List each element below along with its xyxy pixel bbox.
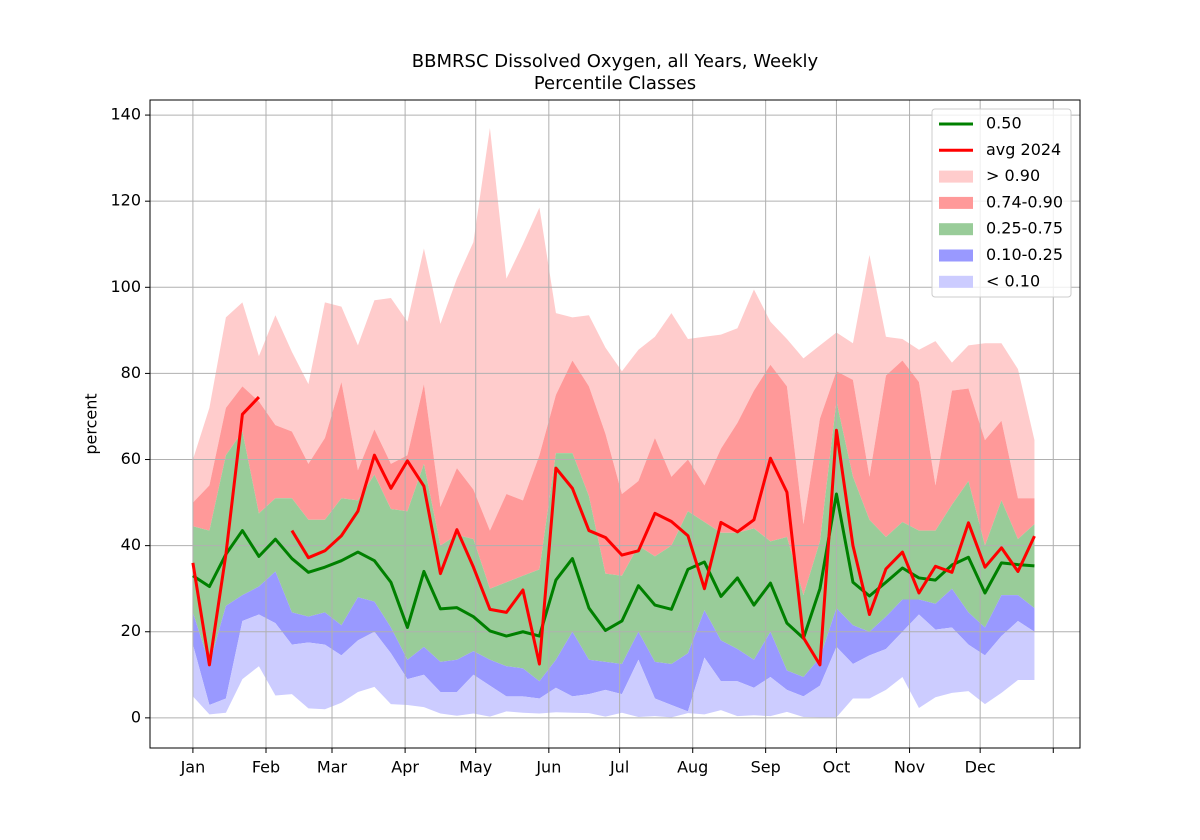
line (191, 396, 1036, 667)
y-axis-label: percent (82, 393, 101, 454)
y-tick-label: 120 (110, 191, 141, 210)
x-tick-label: Oct (823, 758, 851, 777)
y-tick-label: 100 (110, 277, 141, 296)
x-tick-label: May (459, 758, 492, 777)
x-tick-label: Sep (751, 758, 781, 777)
x-tick-label: Dec (965, 758, 996, 777)
x-tick-label: Jun (535, 758, 561, 777)
x-tick-label: Jul (609, 758, 629, 777)
y-tick-label: 80 (121, 363, 141, 382)
legend-swatch (939, 170, 973, 183)
percentile-band (192, 360, 1035, 596)
line (192, 492, 1035, 640)
legend-label: < 0.10 (986, 271, 1040, 290)
x-tick-label: Aug (677, 758, 708, 777)
legend-label: > 0.90 (986, 166, 1040, 185)
x-tick-label: Apr (391, 758, 419, 777)
y-tick-label: 40 (121, 535, 141, 554)
plot-frame (149, 99, 1081, 749)
legend-swatch (939, 249, 973, 262)
percentile-band (192, 571, 1035, 712)
y-tick-label: 140 (110, 105, 141, 124)
legend-label: avg 2024 (986, 140, 1061, 159)
y-tick-label: 20 (121, 621, 141, 640)
y-tick-label: 60 (121, 449, 141, 468)
legend-swatch (939, 223, 973, 236)
legend-swatch (939, 196, 973, 209)
x-tick-label: Feb (252, 758, 280, 777)
chart-title: Percentile Classes (534, 73, 696, 94)
x-tick-label: Nov (894, 758, 925, 777)
legend-label: 0.25-0.75 (986, 219, 1063, 238)
legend-label: 0.50 (986, 114, 1022, 133)
y-tick-label: 0 (131, 707, 141, 726)
percentile-band (192, 127, 1035, 531)
legend-swatch (939, 275, 973, 288)
x-tick-label: Jan (180, 758, 206, 777)
percentile-band (192, 614, 1035, 718)
chart-title: BBMRSC Dissolved Oxygen, all Years, Week… (412, 51, 819, 72)
x-tick-label: Mar (317, 758, 348, 777)
legend-label: 0.74-0.90 (986, 192, 1063, 211)
legend-label: 0.10-0.25 (986, 245, 1063, 264)
